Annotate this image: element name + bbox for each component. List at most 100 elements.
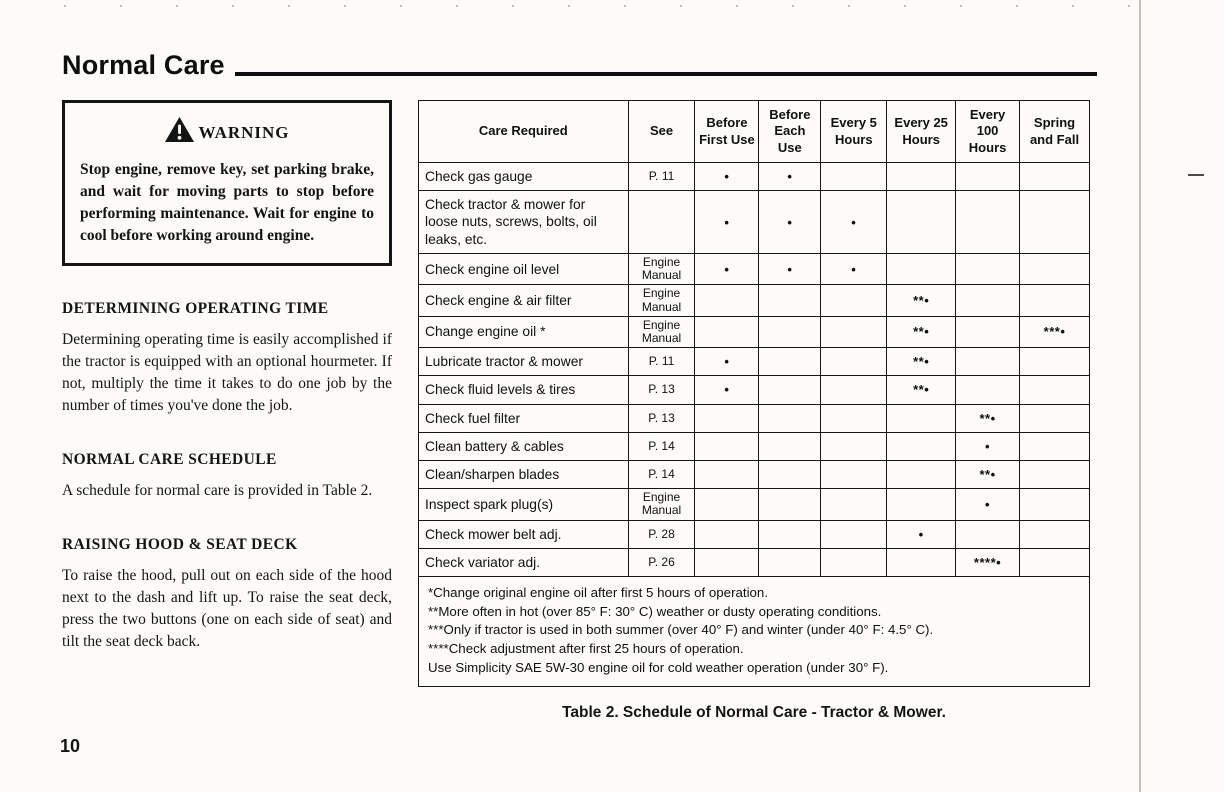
section-heading: NORMAL CARE SCHEDULE <box>62 450 277 468</box>
table-row: Check fluid levels & tires P. 13 • **• <box>418 375 1090 405</box>
header-care-required: Care Required <box>418 100 629 163</box>
mark-cell <box>1019 375 1090 405</box>
mark-cell <box>820 519 888 549</box>
page-header: Normal Care <box>62 50 1097 81</box>
care-required-cell: Check gas gauge <box>418 161 629 192</box>
header-every-100-hours: Every 100 Hours <box>955 100 1021 163</box>
mark-cell <box>694 315 760 349</box>
mark-cell: • <box>694 347 760 377</box>
warning-text: Stop engine, remove key, set parking bra… <box>80 161 374 245</box>
mark-cell: **• <box>955 459 1021 490</box>
mark-cell <box>758 519 822 549</box>
table-footnotes-row: *Change original engine oil after first … <box>418 576 1090 688</box>
warning-triangle-icon <box>164 116 195 149</box>
header-before-each-use: Before Each Use <box>758 100 822 163</box>
scan-artifact-dash <box>1188 174 1204 176</box>
care-required-cell: Lubricate tractor & mower <box>418 347 629 377</box>
mark-cell <box>886 252 957 286</box>
mark-cell: • <box>758 252 822 286</box>
mark-cell: • <box>758 161 822 192</box>
table-row: Lubricate tractor & mower P. 11 • **• <box>418 347 1090 377</box>
mark-cell: **• <box>886 315 957 349</box>
mark-cell: • <box>820 190 888 254</box>
mark-cell <box>1019 252 1090 286</box>
section-normal-care-schedule: NORMAL CARE SCHEDULE A schedule for norm… <box>62 451 392 502</box>
table-row: Check engine & air filter Engine Manual … <box>418 284 1090 317</box>
see-cell: P. 28 <box>627 519 696 549</box>
mark-cell <box>886 403 957 433</box>
mark-cell: • <box>820 252 888 286</box>
care-required-cell: Check engine oil level <box>418 252 629 286</box>
mark-cell: **• <box>955 403 1021 433</box>
footnote: ***Only if tractor is used in both summe… <box>428 622 934 638</box>
mark-cell: **• <box>886 284 957 317</box>
table-row: Check engine oil level Engine Manual • •… <box>418 252 1090 286</box>
mark-cell <box>820 488 888 521</box>
section-body: To raise the hood, pull out on each side… <box>62 566 392 650</box>
mark-cell <box>820 431 888 462</box>
mark-cell: ****• <box>955 547 1021 578</box>
mark-cell <box>886 488 957 521</box>
mark-cell <box>694 284 760 317</box>
mark-cell <box>758 459 822 490</box>
mark-cell <box>758 315 822 349</box>
mark-cell: • <box>694 161 760 192</box>
footnote: *Change original engine oil after first … <box>428 585 769 601</box>
mark-cell <box>886 190 957 254</box>
table-row: Check fuel filter P. 13 **• <box>418 403 1090 433</box>
mark-cell <box>694 519 760 549</box>
mark-cell <box>820 161 888 192</box>
mark-cell: ***• <box>1019 315 1090 349</box>
scan-artifact-dots <box>10 5 1184 7</box>
mark-cell <box>955 519 1021 549</box>
mark-cell <box>758 375 822 405</box>
table-row: Check gas gauge P. 11 • • <box>418 161 1090 192</box>
header-see: See <box>627 100 696 163</box>
mark-cell <box>955 161 1021 192</box>
mark-cell: • <box>694 252 760 286</box>
section-raising-hood-seat-deck: RAISING HOOD & SEAT DECK To raise the ho… <box>62 536 392 653</box>
see-cell: Engine Manual <box>627 315 696 349</box>
see-cell: P. 14 <box>627 459 696 490</box>
mark-cell <box>758 488 822 521</box>
care-required-cell: Clean/sharpen blades <box>418 459 629 490</box>
section-heading: DETERMINING OPERATING TIME <box>62 299 329 317</box>
mark-cell <box>758 284 822 317</box>
mark-cell <box>694 431 760 462</box>
warning-label: WARNING <box>198 122 290 142</box>
table-row: Check mower belt adj. P. 28 • <box>418 519 1090 549</box>
see-cell: Engine Manual <box>627 488 696 521</box>
mark-cell <box>886 431 957 462</box>
see-cell: P. 14 <box>627 431 696 462</box>
mark-cell <box>758 403 822 433</box>
mark-cell <box>1019 431 1090 462</box>
see-cell: P. 11 <box>627 161 696 192</box>
mark-cell <box>955 315 1021 349</box>
mark-cell: • <box>758 190 822 254</box>
footnotes-cell: *Change original engine oil after first … <box>418 576 1090 688</box>
mark-cell: • <box>886 519 957 549</box>
mark-cell <box>886 547 957 578</box>
page-number: 10 <box>60 736 81 756</box>
table-row: Clean/sharpen blades P. 14 **• <box>418 459 1090 490</box>
mark-cell <box>694 547 760 578</box>
mark-cell <box>820 375 888 405</box>
table-row: Change engine oil * Engine Manual **• **… <box>418 315 1090 349</box>
header-before-first-use: Before First Use <box>694 100 760 163</box>
mark-cell <box>886 161 957 192</box>
mark-cell <box>1019 161 1090 192</box>
care-required-cell: Check tractor & mower for loose nuts, sc… <box>418 190 629 254</box>
mark-cell <box>820 347 888 377</box>
mark-cell: • <box>955 488 1021 521</box>
mark-cell: • <box>694 190 760 254</box>
mark-cell <box>820 315 888 349</box>
care-required-cell: Change engine oil * <box>418 315 629 349</box>
see-cell <box>627 190 696 254</box>
mark-cell: • <box>955 431 1021 462</box>
section-body: A schedule for normal care is provided i… <box>62 481 373 499</box>
mark-cell <box>820 547 888 578</box>
care-schedule-area: Care Required See Before First Use Befor… <box>418 100 1090 722</box>
mark-cell <box>758 431 822 462</box>
footnote: **More often in hot (over 85° F: 30° C) … <box>428 603 882 619</box>
care-required-cell: Check variator adj. <box>418 547 629 578</box>
